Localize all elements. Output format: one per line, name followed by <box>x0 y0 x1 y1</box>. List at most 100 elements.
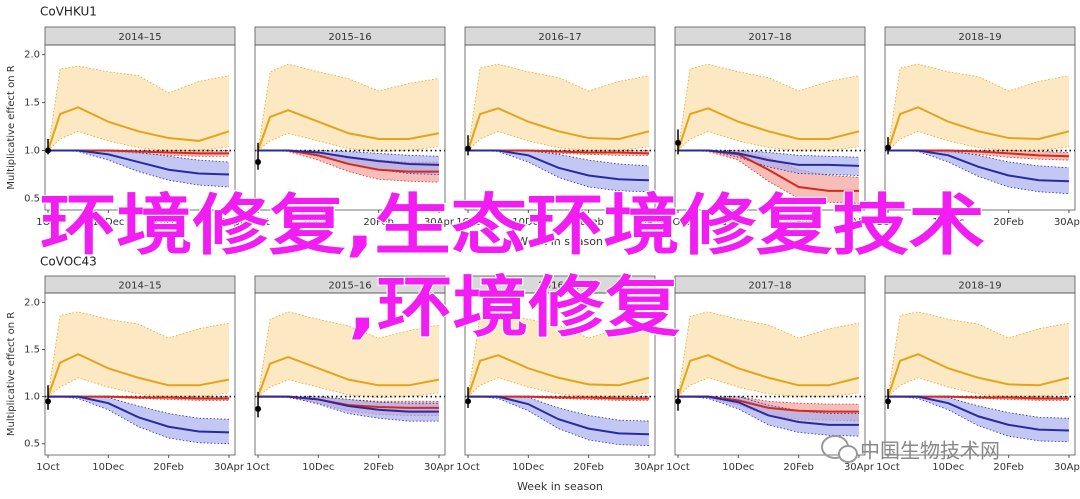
line <box>47 353 230 397</box>
y-tick-label: 1.5 <box>24 98 40 109</box>
band-upper <box>677 311 860 397</box>
x-tick-label: 10Dec <box>932 217 964 228</box>
x-tick-label: 20Feb <box>153 462 183 473</box>
point <box>45 398 52 405</box>
x-tick-label: 30Apr <box>844 217 875 228</box>
panel-title: 2017–18 <box>748 32 791 43</box>
panel-title: 2018–19 <box>958 281 1001 292</box>
band <box>888 64 1069 151</box>
x-axis-label: Week in season <box>517 480 603 493</box>
line <box>48 149 230 176</box>
x-tick-label: 30Apr <box>844 462 875 473</box>
band <box>468 150 649 192</box>
y-tick-label: 1.0 <box>24 392 40 403</box>
panel-frame <box>44 292 236 456</box>
band <box>258 150 439 175</box>
point <box>255 405 262 412</box>
line <box>258 149 440 166</box>
band <box>468 64 649 151</box>
point <box>885 398 892 405</box>
x-axis-label: Week in season <box>517 235 603 248</box>
line <box>888 149 1070 183</box>
band <box>258 311 439 398</box>
band-lower <box>257 379 440 398</box>
band <box>888 150 1069 161</box>
x-tick-label: 20Feb <box>783 217 813 228</box>
x-tick-label: 1Oct <box>666 462 690 473</box>
x-tick-label: 30Apr <box>1054 462 1080 473</box>
band <box>48 311 229 397</box>
x-tick-label: 1Oct <box>456 462 480 473</box>
line <box>467 107 650 151</box>
x-tick-label: 30Apr <box>634 217 665 228</box>
x-tick-label: 20Feb <box>573 217 603 228</box>
panel-title: 2016–17 <box>538 281 581 292</box>
x-tick-label: 1Oct <box>36 217 60 228</box>
line <box>258 395 439 413</box>
x-tick-label: 1Oct <box>36 462 60 473</box>
panel-title: 2018–19 <box>958 32 1001 43</box>
x-tick-label: 30Apr <box>214 462 245 473</box>
row-title: CoVHKU1 <box>40 5 97 19</box>
line <box>677 107 860 151</box>
x-tick-label: 10Dec <box>722 217 754 228</box>
x-tick-label: 30Apr <box>634 462 665 473</box>
line <box>48 395 229 434</box>
band <box>468 396 649 446</box>
x-tick-label: 20Feb <box>363 462 393 473</box>
band-upper <box>467 311 650 397</box>
panel-title: 2017–18 <box>748 281 791 292</box>
point <box>675 139 682 146</box>
panel-title: 2016–17 <box>538 32 581 43</box>
x-tick-label: 30Apr <box>424 462 455 473</box>
panel-frame <box>674 44 866 211</box>
band-upper <box>677 63 860 151</box>
y-tick-label: 0.5 <box>24 439 40 450</box>
band <box>888 311 1069 397</box>
band-upper <box>47 311 230 397</box>
x-tick-label: 20Feb <box>573 462 603 473</box>
line <box>678 149 860 167</box>
band <box>888 150 1069 194</box>
x-tick-label: 10Dec <box>92 217 124 228</box>
panel-title: 2014–15 <box>118 32 161 43</box>
x-tick-label: 10Dec <box>302 217 334 228</box>
x-tick-label: 1Oct <box>246 462 270 473</box>
band <box>678 150 859 204</box>
band-upper <box>257 311 440 397</box>
panel-title: 2015–16 <box>328 32 371 43</box>
y-tick-label: 2.0 <box>24 50 40 61</box>
x-tick-label: 10Dec <box>92 462 124 473</box>
line <box>257 109 440 151</box>
x-tick-label: 20Feb <box>153 217 183 228</box>
y-tick-label: 0.5 <box>24 193 40 204</box>
band <box>258 64 439 152</box>
band <box>48 396 229 444</box>
panel-frame <box>674 292 866 456</box>
point <box>465 398 472 405</box>
watermark-icon <box>821 435 858 463</box>
panel-frame <box>884 292 1076 456</box>
x-tick-label: 30Apr <box>214 217 245 228</box>
panel-frame <box>464 292 656 456</box>
x-tick-label: 20Feb <box>363 217 393 228</box>
x-tick-label: 1Oct <box>246 217 270 228</box>
x-tick-label: 10Dec <box>512 462 544 473</box>
band <box>678 311 859 397</box>
y-tick-label: 1.0 <box>24 146 40 157</box>
point <box>255 159 262 166</box>
panel-title: 2014–15 <box>118 281 161 292</box>
band <box>678 150 859 176</box>
band <box>888 396 1069 442</box>
plots: CoVHKU1 Multiplicative effect on R Week in… <box>6 5 1080 494</box>
x-tick-label: 30Apr <box>1054 217 1080 228</box>
point <box>675 398 682 405</box>
point <box>465 145 472 152</box>
band-upper <box>887 63 1070 151</box>
x-tick-label: 1Oct <box>876 217 900 228</box>
line <box>888 395 1069 432</box>
x-tick-label: 30Apr <box>424 217 455 228</box>
y-tick-label: 2.0 <box>24 297 40 308</box>
line <box>678 395 859 426</box>
